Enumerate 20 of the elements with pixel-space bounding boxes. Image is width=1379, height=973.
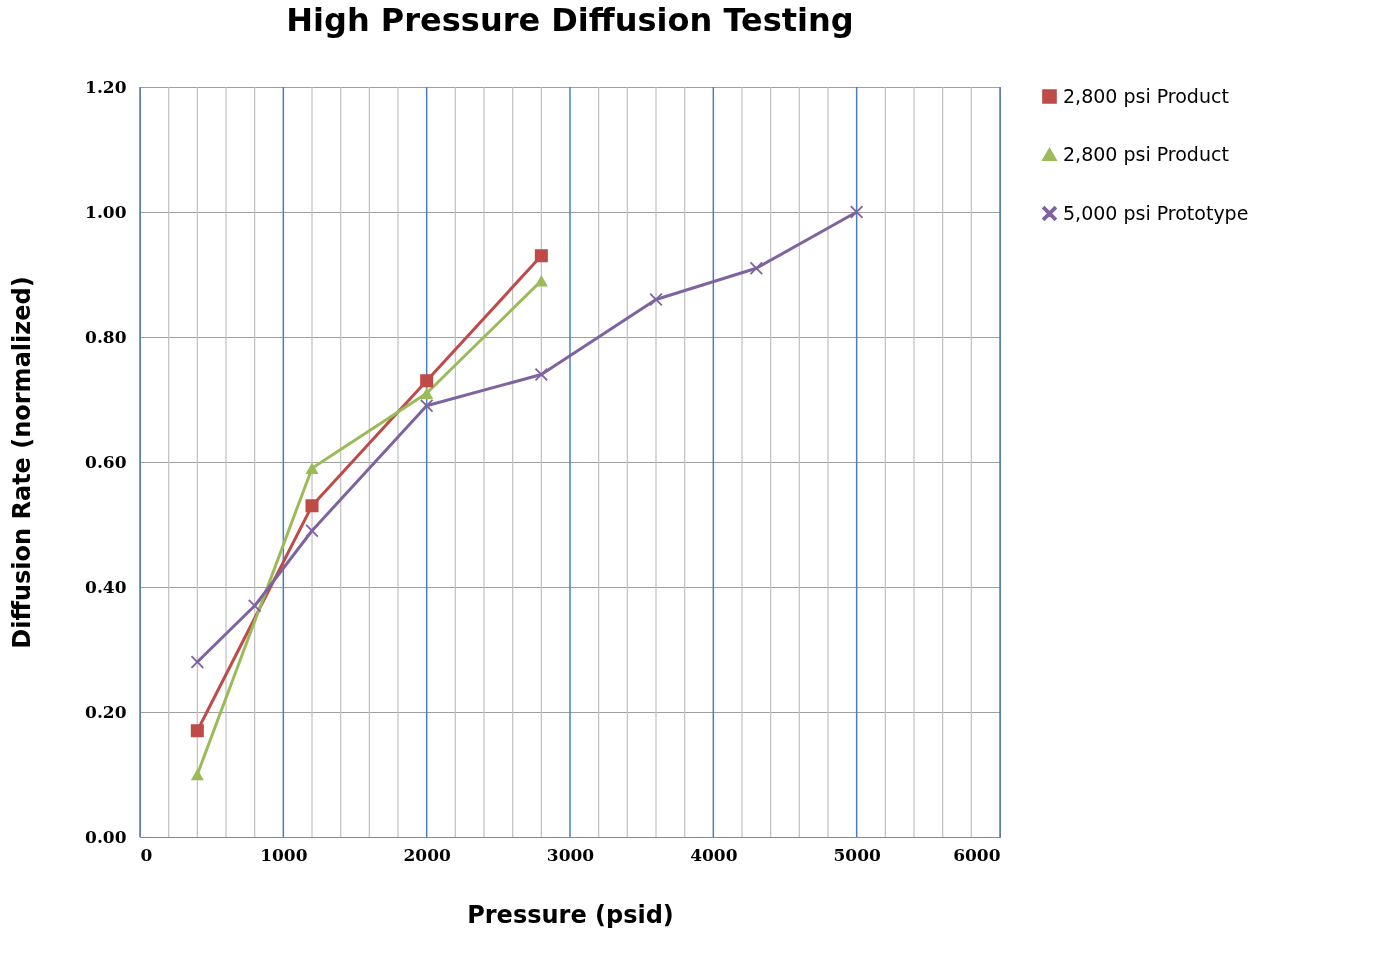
y-tick-label: 0.60 bbox=[85, 451, 127, 472]
y-axis-title: Diffusion Rate (normalized) bbox=[8, 276, 37, 649]
x-tick-label: 5000 bbox=[833, 844, 881, 865]
x-tick-label: 6000 bbox=[953, 844, 1001, 865]
legend-label: 2,800 psi Product bbox=[1063, 84, 1229, 107]
x-axis-title: Pressure (psid) bbox=[467, 900, 674, 929]
chart-title: High Pressure Diffusion Testing bbox=[286, 1, 854, 39]
legend-label: 2,800 psi Product bbox=[1063, 142, 1229, 165]
x-tick-label: 2000 bbox=[403, 844, 451, 865]
y-tick-label: 0.00 bbox=[85, 826, 127, 847]
y-tick-label: 0.20 bbox=[85, 701, 127, 722]
y-tick-label: 0.40 bbox=[85, 576, 127, 597]
x-tick-label: 0 bbox=[140, 844, 153, 865]
x-tick-label: 1000 bbox=[260, 844, 308, 865]
x-tick-label: 4000 bbox=[690, 844, 738, 865]
y-tick-label: 1.20 bbox=[85, 76, 127, 97]
y-tick-label: 1.00 bbox=[85, 201, 127, 222]
x-tick-label: 3000 bbox=[546, 844, 595, 865]
legend-label: 5,000 psi Prototype bbox=[1063, 201, 1249, 224]
y-tick-label: 0.80 bbox=[85, 326, 127, 347]
